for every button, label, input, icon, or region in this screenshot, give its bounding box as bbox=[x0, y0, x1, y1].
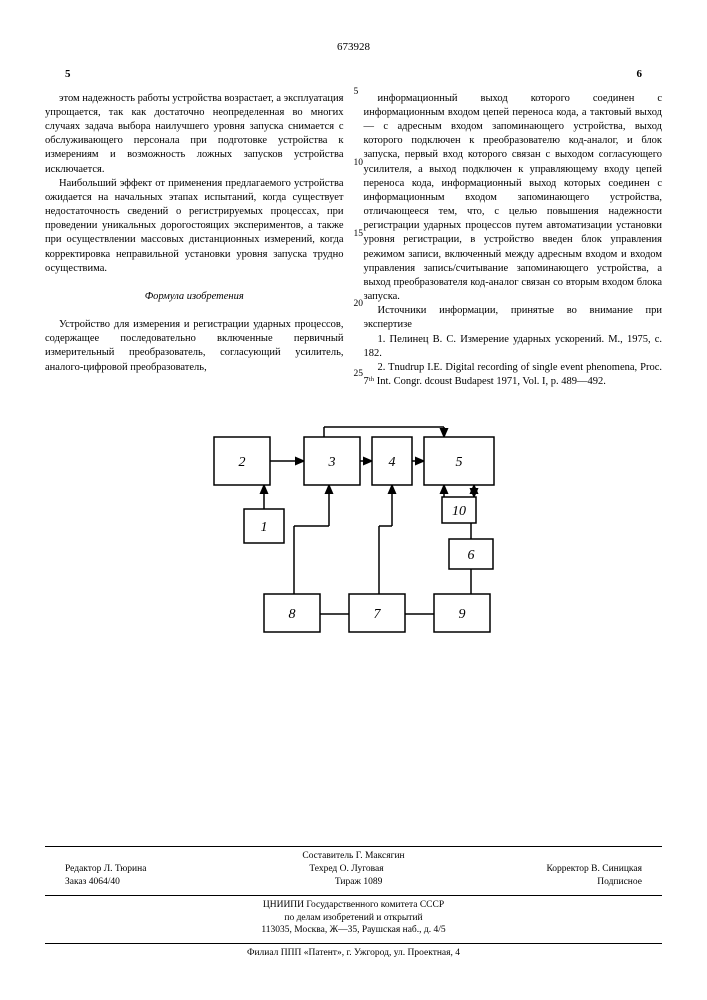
footer-address2: Филиал ППП «Патент», г. Ужгород, ул. Про… bbox=[45, 947, 662, 960]
left-para-1: этом надежность работы устройства возрас… bbox=[45, 92, 344, 177]
svg-text:9: 9 bbox=[458, 607, 465, 622]
left-para-3: Устройство для измерения и регистрации у… bbox=[45, 318, 344, 375]
svg-text:7: 7 bbox=[373, 607, 381, 622]
left-para-2: Наибольший эффект от применения предлага… bbox=[45, 177, 344, 276]
right-para-1: информационный выход которого соединен с… bbox=[364, 92, 663, 305]
sources-title: Источники информации, принятые во вниман… bbox=[364, 304, 663, 332]
footer-tirazh: Тираж 1089 bbox=[335, 876, 383, 889]
footer: Составитель Г. Максягин Редактор Л. Тюри… bbox=[45, 840, 662, 960]
formula-title: Формула изобретения bbox=[45, 290, 344, 304]
line-marker-15: 15 bbox=[354, 228, 364, 241]
footer-address1: 113035, Москва, Ж—35, Раушская наб., д. … bbox=[45, 924, 662, 937]
footer-org2: по делам изобретений и открытий bbox=[45, 912, 662, 925]
footer-editor: Редактор Л. Тюрина bbox=[65, 863, 146, 876]
source-2: 2. Tnudrup I.E. Digital recording of sin… bbox=[364, 361, 663, 389]
line-marker-25: 25 bbox=[354, 368, 364, 381]
svg-text:2: 2 bbox=[238, 455, 245, 470]
svg-text:3: 3 bbox=[327, 455, 335, 470]
footer-compiler: Составитель Г. Максягин bbox=[45, 850, 662, 863]
block-diagram: 1 2 3 4 5 6 7 8 9 10 bbox=[174, 419, 534, 649]
footer-order: Заказ 4064/40 bbox=[65, 876, 120, 889]
svg-text:4: 4 bbox=[388, 455, 395, 470]
footer-techred: Техред О. Луговая bbox=[309, 863, 383, 876]
svg-text:5: 5 bbox=[455, 455, 462, 470]
line-marker-5: 5 bbox=[354, 86, 359, 99]
svg-text:1: 1 bbox=[260, 520, 267, 535]
line-marker-10: 10 bbox=[354, 157, 364, 170]
footer-corrector: Корректор В. Синицкая bbox=[546, 863, 642, 876]
svg-text:6: 6 bbox=[467, 548, 474, 563]
svg-text:10: 10 bbox=[452, 504, 466, 519]
left-column: этом надежность работы устройства возрас… bbox=[45, 92, 344, 390]
line-marker-20: 20 bbox=[354, 298, 364, 311]
patent-number: 673928 bbox=[45, 40, 662, 55]
page-marker-left: 5 bbox=[65, 67, 71, 82]
footer-org1: ЦНИИПИ Государственного комитета СССР bbox=[45, 899, 662, 912]
page-markers: 5 6 bbox=[45, 67, 662, 82]
footer-signed: Подписное bbox=[597, 876, 642, 889]
svg-text:8: 8 bbox=[288, 607, 295, 622]
page-marker-right: 6 bbox=[637, 67, 643, 82]
source-1: 1. Пелинец В. С. Измерение ударных ускор… bbox=[364, 333, 663, 361]
right-column: информационный выход которого соединен с… bbox=[364, 92, 663, 390]
